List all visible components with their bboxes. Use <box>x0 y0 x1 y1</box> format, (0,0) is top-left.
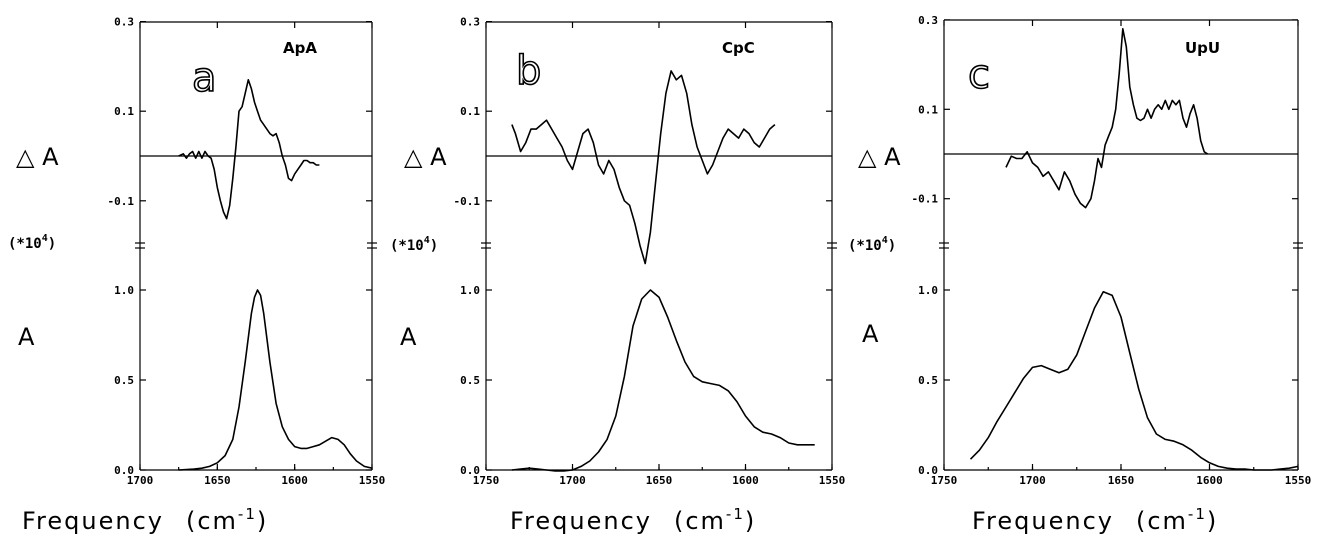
scale-label-b: (*104) <box>390 235 438 254</box>
diff-y-tick-label: 0.3 <box>918 14 938 27</box>
difference-spectrum-line <box>1005 28 1209 209</box>
x-tick-label: 1550 <box>819 474 846 487</box>
delta-a-label-a: △ A <box>16 143 59 171</box>
panel-letter-a: a <box>192 55 217 101</box>
diff-y-tick-label: -0.1 <box>108 195 135 208</box>
abs-label-b: A <box>400 323 417 351</box>
delta-a-label-c: △ A <box>858 143 901 171</box>
diff-y-tick-label: -0.1 <box>912 193 939 206</box>
x-tick-label: 1600 <box>281 474 308 487</box>
diff-y-tick-label: 0.3 <box>460 16 480 29</box>
difference-spectrum-line <box>511 70 776 265</box>
difference-spectrum-line <box>178 79 320 220</box>
scale-label-c: (*104) <box>848 235 896 254</box>
panel-b: 1750 1700 1650 1600 15500.30.1-0.11.00.50.0 … <box>390 16 845 535</box>
panel-c: 1750 1700 1650 1600 15500.30.1-0.11.00.50.0 … <box>848 14 1311 535</box>
x-tick-label: 1600 <box>732 474 759 487</box>
x-tick-label: 1750 <box>931 474 958 487</box>
x-axis-label-b: Frequency (cm-1) <box>510 505 756 535</box>
abs-y-tick-label: 0.5 <box>460 374 480 387</box>
x-tick-label: 1650 <box>204 474 231 487</box>
delta-a-label-b: △ A <box>404 143 447 171</box>
x-tick-label: 1750 <box>473 474 500 487</box>
abs-y-tick-label: 0.0 <box>114 464 134 477</box>
x-tick-label: 1700 <box>127 474 154 487</box>
diff-y-tick-label: 0.1 <box>460 105 480 118</box>
abs-y-tick-label: 0.0 <box>918 464 938 477</box>
x-tick-label: 1600 <box>1196 474 1223 487</box>
x-tick-label: 1650 <box>646 474 673 487</box>
diff-y-tick-label: 0.1 <box>918 103 938 116</box>
abs-label-c: A <box>862 320 879 348</box>
absorbance-spectrum-line <box>969 291 1299 471</box>
abs-y-tick-label: 1.0 <box>918 284 938 297</box>
diff-y-tick-label: 0.3 <box>114 16 134 29</box>
abs-label-a: A <box>18 323 35 351</box>
sample-label-c: UpU <box>1185 39 1220 57</box>
abs-y-tick-label: 0.5 <box>114 374 134 387</box>
x-tick-label: 1650 <box>1108 474 1135 487</box>
sample-label-a: ApA <box>283 39 317 57</box>
absorbance-spectrum-line <box>511 289 815 472</box>
x-tick-label: 1700 <box>1019 474 1046 487</box>
abs-y-tick-label: 0.5 <box>918 374 938 387</box>
abs-y-tick-label: 0.0 <box>460 464 480 477</box>
diff-y-tick-label: -0.1 <box>454 195 481 208</box>
x-axis-label-c: Frequency (cm-1) <box>972 505 1218 535</box>
panel-letter-c: c <box>968 52 990 98</box>
x-tick-label: 1700 <box>559 474 586 487</box>
x-tick-label: 1550 <box>1285 474 1312 487</box>
abs-y-tick-label: 1.0 <box>114 284 134 297</box>
sample-label-b: CpC <box>722 39 755 57</box>
panel-letter-b: b <box>516 48 541 94</box>
x-tick-label: 1550 <box>359 474 386 487</box>
diff-y-tick-label: 0.1 <box>114 105 134 118</box>
abs-y-tick-label: 1.0 <box>460 284 480 297</box>
scale-label-a: (*104) <box>8 233 56 252</box>
absorbance-spectrum-line <box>178 289 373 471</box>
x-axis-label-a: Frequency (cm-1) <box>22 505 268 535</box>
